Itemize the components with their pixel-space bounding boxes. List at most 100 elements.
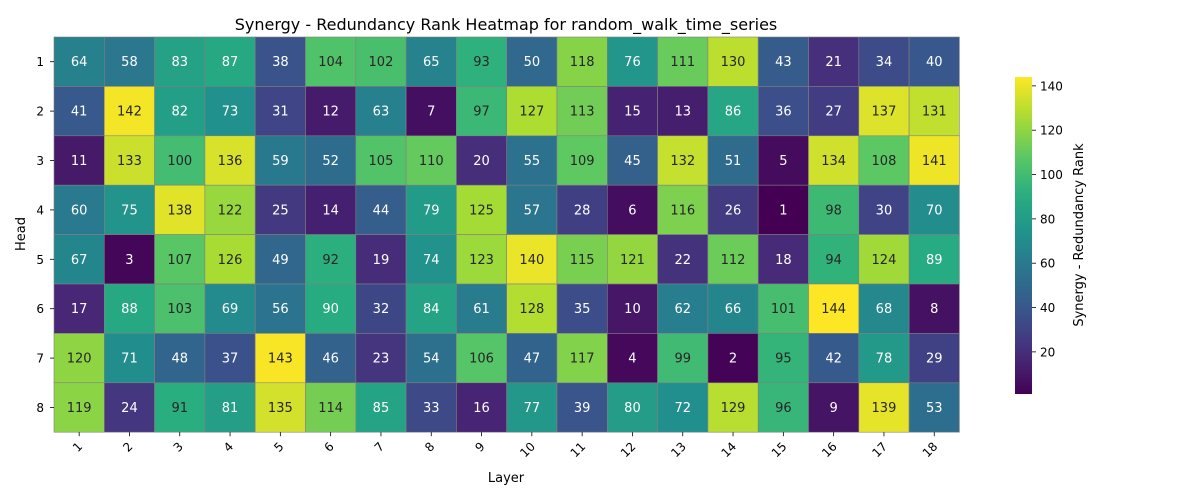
cell-value-label: 82 [171,105,188,120]
cell-value-label: 119 [67,401,92,416]
heatmap-cell [506,135,558,186]
colorbar-tick-label: 140 [1040,79,1063,93]
cell-value-label: 90 [322,302,339,317]
cell-value-label: 95 [775,352,792,367]
heatmap-cell [254,86,306,137]
cell-value-label: 108 [872,154,897,169]
heatmap-cell [355,184,407,235]
cell-value-label: 13 [674,105,691,120]
heatmap-cell [204,333,256,384]
heatmap-cell [707,184,759,235]
heatmap-cell [707,234,759,285]
colorbar-tick-label: 120 [1040,124,1063,138]
cell-value-label: 92 [322,253,339,268]
heatmap-cell [355,86,407,137]
cell-value-label: 81 [222,401,239,416]
cell-value-label: 32 [373,302,390,317]
cell-value-label: 136 [218,154,243,169]
cell-value-label: 74 [423,253,440,268]
heatmap-cell [104,234,155,285]
heatmap-cell [908,184,960,235]
heatmap-cell [858,333,910,384]
x-axis-label: Layer [488,471,525,486]
cell-value-label: 85 [373,401,390,416]
cell-value-label: 4 [628,352,636,367]
x-tick-label: 5 [271,439,286,454]
heatmap-cell [204,382,256,433]
heatmap-cell [305,135,357,186]
cell-value-label: 73 [222,105,239,120]
y-tick-label: 2 [36,105,44,119]
colorbar-gradient [1015,77,1032,394]
heatmap-cell [606,184,658,235]
heatmap-cell [204,86,256,137]
y-tick-label: 7 [36,352,44,366]
cell-value-label: 127 [519,105,544,120]
heatmap-cell [405,36,457,87]
heatmap-cell [908,86,960,137]
cell-value-label: 55 [524,154,541,169]
cell-value-label: 107 [167,253,192,268]
heatmap-cell [154,184,206,235]
heatmap-cell [908,382,960,433]
x-tick-label: 12 [618,439,639,460]
y-tick-label: 4 [36,203,44,217]
cell-value-label: 54 [423,352,440,367]
heatmap-cell [556,135,608,186]
heatmap-cell [405,333,457,384]
cell-value-label: 63 [373,105,390,120]
heatmap-cell [104,86,155,137]
cell-value-label: 118 [570,55,595,70]
heatmap-cell [506,234,558,285]
cell-value-label: 25 [272,203,289,218]
heatmap-cell [606,36,658,87]
cell-value-label: 24 [121,401,138,416]
x-tick-label: 9 [472,439,487,454]
colorbar: 20 40 60 80 100 120 140 [1015,77,1063,394]
cell-value-label: 65 [423,55,440,70]
cell-value-label: 50 [524,55,541,70]
colorbar-tick-label: 60 [1040,257,1055,271]
cell-value-label: 21 [825,55,842,70]
cell-value-label: 10 [624,302,641,317]
cell-value-label: 76 [624,55,641,70]
heatmap-cell [53,135,105,186]
cell-value-label: 71 [121,352,138,367]
cell-value-label: 88 [121,302,138,317]
cell-value-label: 51 [725,154,742,169]
heatmap-cell-labels: 64 58 83 87 38 104 102 65 93 50 118 76 111 130 43 21 34 4… [67,55,947,416]
heatmap-cell [104,36,155,87]
cell-value-label: 139 [872,401,897,416]
heatmap-cell [204,36,256,87]
cell-value-label: 123 [469,253,494,268]
cell-value-label: 97 [473,105,490,120]
cell-value-label: 77 [524,401,541,416]
cell-value-label: 57 [524,203,541,218]
cell-value-label: 56 [272,302,289,317]
heatmap-cell [858,135,910,186]
heatmap-cell [254,234,306,285]
cell-value-label: 141 [922,154,947,169]
x-tick-label: 3 [171,439,186,454]
cell-value-label: 104 [318,55,343,70]
heatmap-cell [53,36,105,87]
heatmap-cell [53,382,105,433]
heatmap-cell [254,184,306,235]
heatmap-cell [154,234,206,285]
heatmap-cell [154,36,206,87]
cell-value-label: 121 [620,253,645,268]
x-tick-label: 4 [221,439,236,454]
heatmap-cell [606,382,658,433]
cell-value-label: 94 [825,253,842,268]
cell-value-label: 143 [268,352,293,367]
cell-value-label: 16 [473,401,490,416]
cell-value-label: 128 [519,302,544,317]
cell-value-label: 40 [926,55,943,70]
cell-value-label: 35 [574,302,591,317]
y-tick-label: 3 [36,154,44,168]
cell-value-label: 48 [171,352,188,367]
x-tick-label: 1 [70,439,85,454]
cell-value-label: 49 [272,253,289,268]
heatmap-cell [405,283,457,334]
